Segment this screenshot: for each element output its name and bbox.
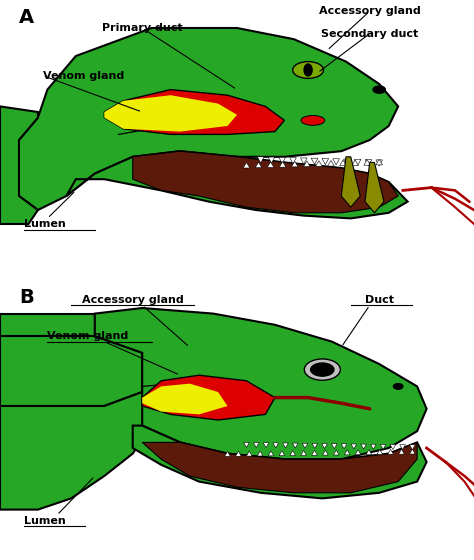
Polygon shape: [365, 162, 384, 213]
Polygon shape: [301, 158, 307, 164]
Text: Venom gland: Venom gland: [43, 71, 124, 81]
Polygon shape: [302, 444, 308, 448]
Polygon shape: [344, 159, 350, 165]
Polygon shape: [0, 392, 152, 510]
Polygon shape: [95, 308, 427, 459]
Circle shape: [310, 362, 335, 377]
Text: Primary duct: Primary duct: [102, 23, 182, 33]
Text: Lumen: Lumen: [24, 516, 65, 526]
Polygon shape: [142, 384, 228, 414]
Polygon shape: [410, 449, 415, 454]
Polygon shape: [0, 336, 142, 406]
Polygon shape: [142, 375, 275, 420]
Text: Venom gland: Venom gland: [47, 331, 128, 341]
Polygon shape: [267, 162, 274, 167]
Polygon shape: [377, 449, 383, 455]
Ellipse shape: [293, 62, 323, 78]
Polygon shape: [364, 160, 371, 165]
Polygon shape: [351, 444, 356, 449]
Polygon shape: [352, 160, 358, 166]
Polygon shape: [388, 449, 393, 454]
Polygon shape: [376, 159, 383, 165]
Polygon shape: [0, 106, 38, 224]
Polygon shape: [341, 157, 360, 207]
Polygon shape: [312, 450, 318, 455]
Polygon shape: [257, 451, 263, 456]
Polygon shape: [399, 449, 404, 454]
Polygon shape: [292, 161, 298, 167]
Polygon shape: [279, 157, 285, 164]
Polygon shape: [341, 444, 347, 449]
Circle shape: [393, 384, 403, 389]
Polygon shape: [225, 451, 230, 456]
Polygon shape: [104, 90, 284, 134]
Polygon shape: [142, 442, 417, 493]
Polygon shape: [279, 451, 285, 456]
Polygon shape: [283, 443, 288, 448]
Circle shape: [304, 359, 340, 380]
Polygon shape: [355, 159, 361, 166]
Polygon shape: [243, 162, 250, 168]
Polygon shape: [290, 158, 296, 164]
Polygon shape: [361, 444, 366, 449]
Polygon shape: [236, 451, 241, 456]
Ellipse shape: [301, 115, 325, 125]
Text: Secondary duct: Secondary duct: [321, 29, 419, 39]
Polygon shape: [273, 443, 279, 448]
Polygon shape: [301, 450, 307, 455]
Polygon shape: [254, 442, 259, 447]
Polygon shape: [322, 158, 328, 165]
Polygon shape: [322, 450, 328, 455]
Polygon shape: [104, 95, 237, 132]
Polygon shape: [292, 443, 298, 448]
Polygon shape: [331, 444, 337, 449]
Polygon shape: [133, 426, 427, 498]
Polygon shape: [380, 445, 386, 449]
Ellipse shape: [303, 63, 313, 77]
Polygon shape: [333, 159, 339, 165]
Polygon shape: [316, 161, 322, 166]
Polygon shape: [371, 444, 376, 449]
Text: A: A: [19, 8, 34, 27]
Text: Accessory gland: Accessory gland: [319, 6, 420, 16]
Polygon shape: [268, 451, 274, 456]
Polygon shape: [303, 161, 310, 167]
Polygon shape: [268, 157, 275, 164]
Polygon shape: [340, 160, 346, 166]
Polygon shape: [290, 450, 296, 456]
Polygon shape: [133, 151, 398, 213]
Text: Accessory gland: Accessory gland: [82, 295, 183, 305]
Circle shape: [373, 86, 385, 94]
Polygon shape: [246, 451, 252, 456]
Polygon shape: [244, 442, 249, 447]
Polygon shape: [0, 314, 95, 336]
Polygon shape: [366, 450, 372, 455]
Polygon shape: [19, 28, 398, 210]
Polygon shape: [311, 158, 318, 165]
Polygon shape: [410, 445, 415, 450]
Polygon shape: [66, 151, 408, 218]
Polygon shape: [333, 450, 339, 455]
Polygon shape: [322, 444, 328, 449]
Text: Duct: Duct: [365, 295, 394, 305]
Polygon shape: [263, 442, 269, 448]
Text: Lumen: Lumen: [24, 219, 65, 229]
Polygon shape: [365, 160, 372, 166]
Polygon shape: [400, 445, 405, 450]
Text: B: B: [19, 288, 34, 307]
Polygon shape: [344, 450, 350, 455]
Polygon shape: [279, 161, 286, 167]
Polygon shape: [390, 445, 396, 450]
Polygon shape: [355, 450, 361, 455]
Polygon shape: [312, 444, 318, 449]
Polygon shape: [257, 157, 264, 163]
Polygon shape: [255, 162, 262, 168]
Polygon shape: [376, 160, 383, 166]
Polygon shape: [328, 160, 334, 166]
